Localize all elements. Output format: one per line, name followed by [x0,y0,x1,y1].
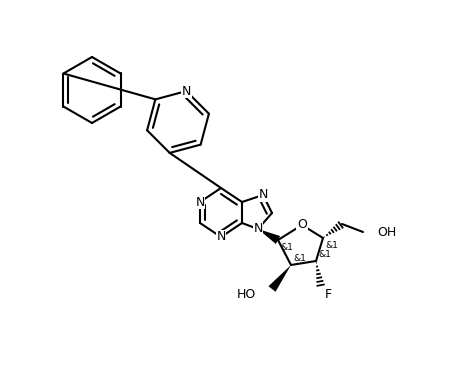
Text: N: N [216,230,226,244]
Text: N: N [253,223,263,235]
Text: HO: HO [237,288,256,302]
Text: &1: &1 [280,243,293,252]
Polygon shape [258,229,280,244]
Text: &1: &1 [325,241,338,250]
Text: N: N [195,196,205,209]
Polygon shape [268,265,291,292]
Text: F: F [325,288,332,302]
Text: O: O [297,218,307,232]
Text: N: N [182,85,191,98]
Text: OH: OH [377,226,396,238]
Text: N: N [259,188,268,202]
Text: &1: &1 [318,250,331,259]
Text: &1: &1 [293,254,306,263]
